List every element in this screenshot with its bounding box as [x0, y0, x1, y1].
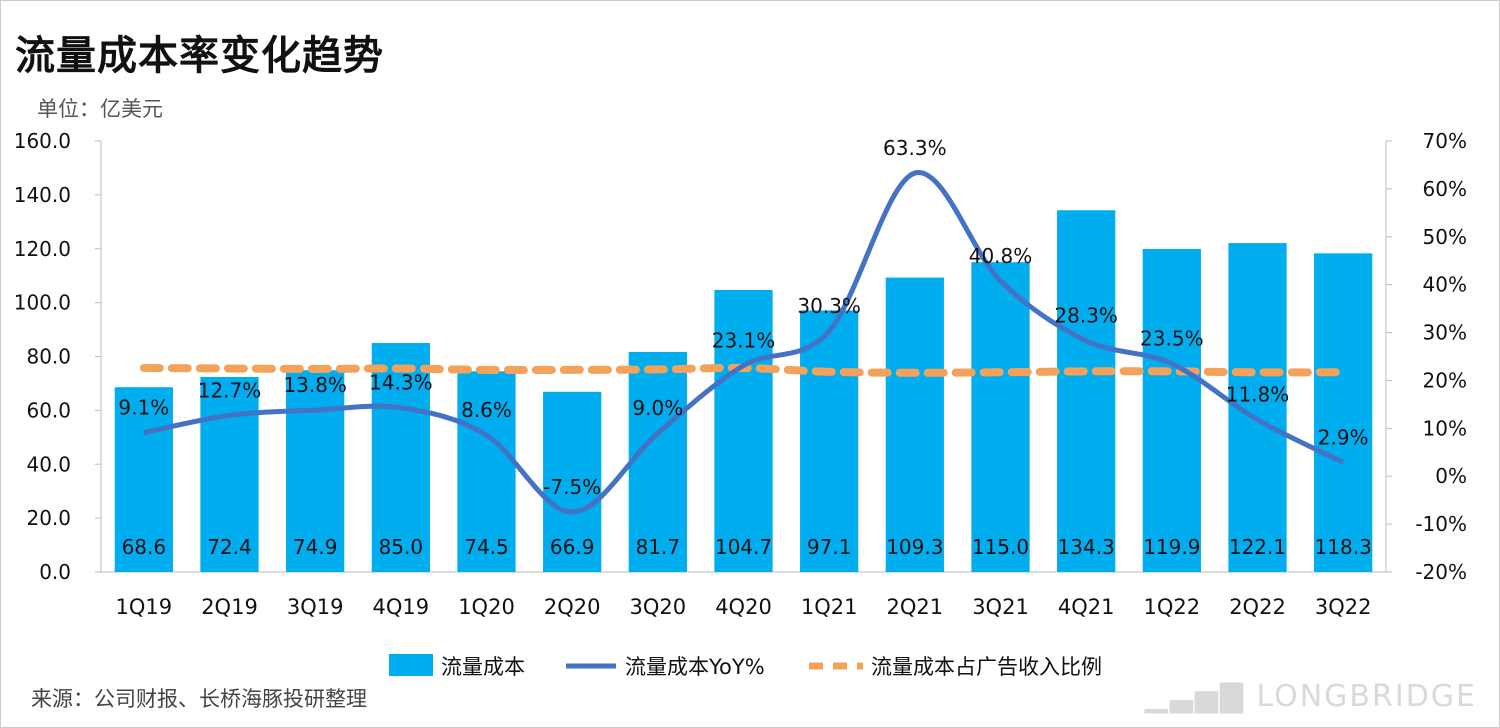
bar-value-label: 66.9 [550, 535, 595, 559]
left-tick-label: 20.0 [26, 506, 71, 530]
right-tick-label: -20% [1415, 560, 1467, 584]
yoy-value-label: 63.3% [883, 136, 947, 160]
bar-value-label: 74.5 [464, 535, 509, 559]
bar-value-label: 118.3 [1315, 535, 1372, 559]
bar-3Q21 [971, 262, 1030, 572]
right-tick-label: 10% [1423, 416, 1467, 440]
watermark-text: LONGBRIDGE [1256, 679, 1477, 714]
bar-value-label: 119.9 [1143, 535, 1200, 559]
bar-value-label: 74.9 [293, 535, 338, 559]
right-tick-label: 40% [1423, 273, 1467, 297]
bar-2Q20 [543, 391, 602, 572]
x-tick-label: 3Q20 [630, 595, 687, 619]
source-note: 来源：公司财报、长桥海豚投研整理 [31, 687, 367, 711]
bar-2Q19 [200, 376, 259, 572]
x-tick-label: 1Q20 [458, 595, 515, 619]
x-tick-label: 3Q21 [972, 595, 1029, 619]
bar-value-label: 104.7 [715, 535, 772, 559]
unit-label: 单位：亿美元 [37, 97, 163, 121]
bar-3Q19 [286, 370, 345, 572]
right-tick-label: 60% [1423, 177, 1467, 201]
bar-1Q21 [800, 310, 859, 572]
x-tick-label: 2Q20 [544, 595, 601, 619]
bar-4Q19 [371, 343, 430, 572]
bar-value-label: 134.3 [1058, 535, 1115, 559]
yoy-value-label: 9.0% [632, 396, 683, 420]
bar-3Q22 [1314, 253, 1373, 572]
bar-1Q19 [114, 387, 173, 572]
x-tick-label: 4Q20 [715, 595, 772, 619]
yoy-line [143, 170, 1345, 515]
yoy-value-label: 12.7% [198, 378, 262, 402]
bar-value-label: 97.1 [807, 535, 852, 559]
right-tick-label: 50% [1423, 225, 1467, 249]
left-tick-label: 140.0 [14, 183, 71, 207]
x-tick-label: 3Q19 [287, 595, 344, 619]
yoy-value-label: 40.8% [969, 244, 1033, 268]
legend-yoy-label: 流量成本YoY% [625, 655, 765, 679]
legend-bar-label: 流量成本 [441, 655, 525, 679]
x-tick-label: 4Q19 [373, 595, 430, 619]
left-tick-label: 60.0 [26, 398, 71, 422]
left-tick-label: 160.0 [14, 129, 71, 153]
x-tick-label: 4Q21 [1058, 595, 1115, 619]
yoy-value-label: 23.1% [712, 329, 776, 353]
x-tick-label: 2Q21 [887, 595, 944, 619]
bar-value-label: 122.1 [1229, 535, 1286, 559]
x-tick-label: 2Q19 [201, 595, 258, 619]
bar-value-label: 68.6 [122, 535, 167, 559]
legend-bar-swatch [389, 654, 433, 676]
x-tick-label: 2Q22 [1229, 595, 1286, 619]
yoy-value-label: 9.1% [118, 396, 169, 420]
left-tick-label: 100.0 [14, 291, 71, 315]
x-tick-label: 1Q22 [1144, 595, 1201, 619]
bar-1Q20 [457, 371, 516, 572]
yoy-value-label: 8.6% [461, 398, 512, 422]
bar-value-label: 72.4 [207, 535, 252, 559]
right-tick-label: 20% [1423, 368, 1467, 392]
left-tick-label: 0.0 [39, 560, 71, 584]
yoy-value-label: 23.5% [1140, 327, 1204, 351]
bar-2Q21 [885, 277, 944, 572]
watermark-logo: ▁▃▅▇ LONGBRIDGE [1144, 679, 1477, 714]
yoy-value-label: -7.5% [543, 475, 601, 499]
bar-value-label: 81.7 [636, 535, 681, 559]
left-tick-label: 80.0 [26, 345, 71, 369]
chart-title: 流量成本率变化趋势 [15, 33, 384, 79]
bar-value-label: 85.0 [379, 535, 424, 559]
bar-4Q20 [714, 289, 773, 572]
bar-value-label: 115.0 [972, 535, 1029, 559]
yoy-value-label: 13.8% [283, 373, 347, 397]
bar-4Q21 [1057, 210, 1116, 572]
yoy-value-label: 2.9% [1318, 425, 1369, 449]
yoy-value-label: 30.3% [797, 294, 861, 318]
x-tick-label: 3Q22 [1315, 595, 1372, 619]
left-tick-label: 120.0 [14, 237, 71, 261]
bar-3Q20 [628, 351, 687, 572]
right-tick-label: -10% [1415, 512, 1467, 536]
bar-value-label: 109.3 [886, 535, 943, 559]
legend-ratio-label: 流量成本占广告收入比例 [871, 655, 1102, 679]
bar-1Q22 [1142, 249, 1201, 572]
right-tick-label: 30% [1423, 321, 1467, 345]
yoy-value-label: 14.3% [369, 371, 433, 395]
right-tick-label: 70% [1423, 129, 1467, 153]
right-tick-label: 0% [1435, 464, 1467, 488]
left-tick-label: 40.0 [26, 452, 71, 476]
x-tick-label: 1Q19 [116, 595, 173, 619]
yoy-value-label: 28.3% [1054, 304, 1118, 328]
yoy-value-label: 11.8% [1226, 383, 1290, 407]
x-tick-label: 1Q21 [801, 595, 858, 619]
